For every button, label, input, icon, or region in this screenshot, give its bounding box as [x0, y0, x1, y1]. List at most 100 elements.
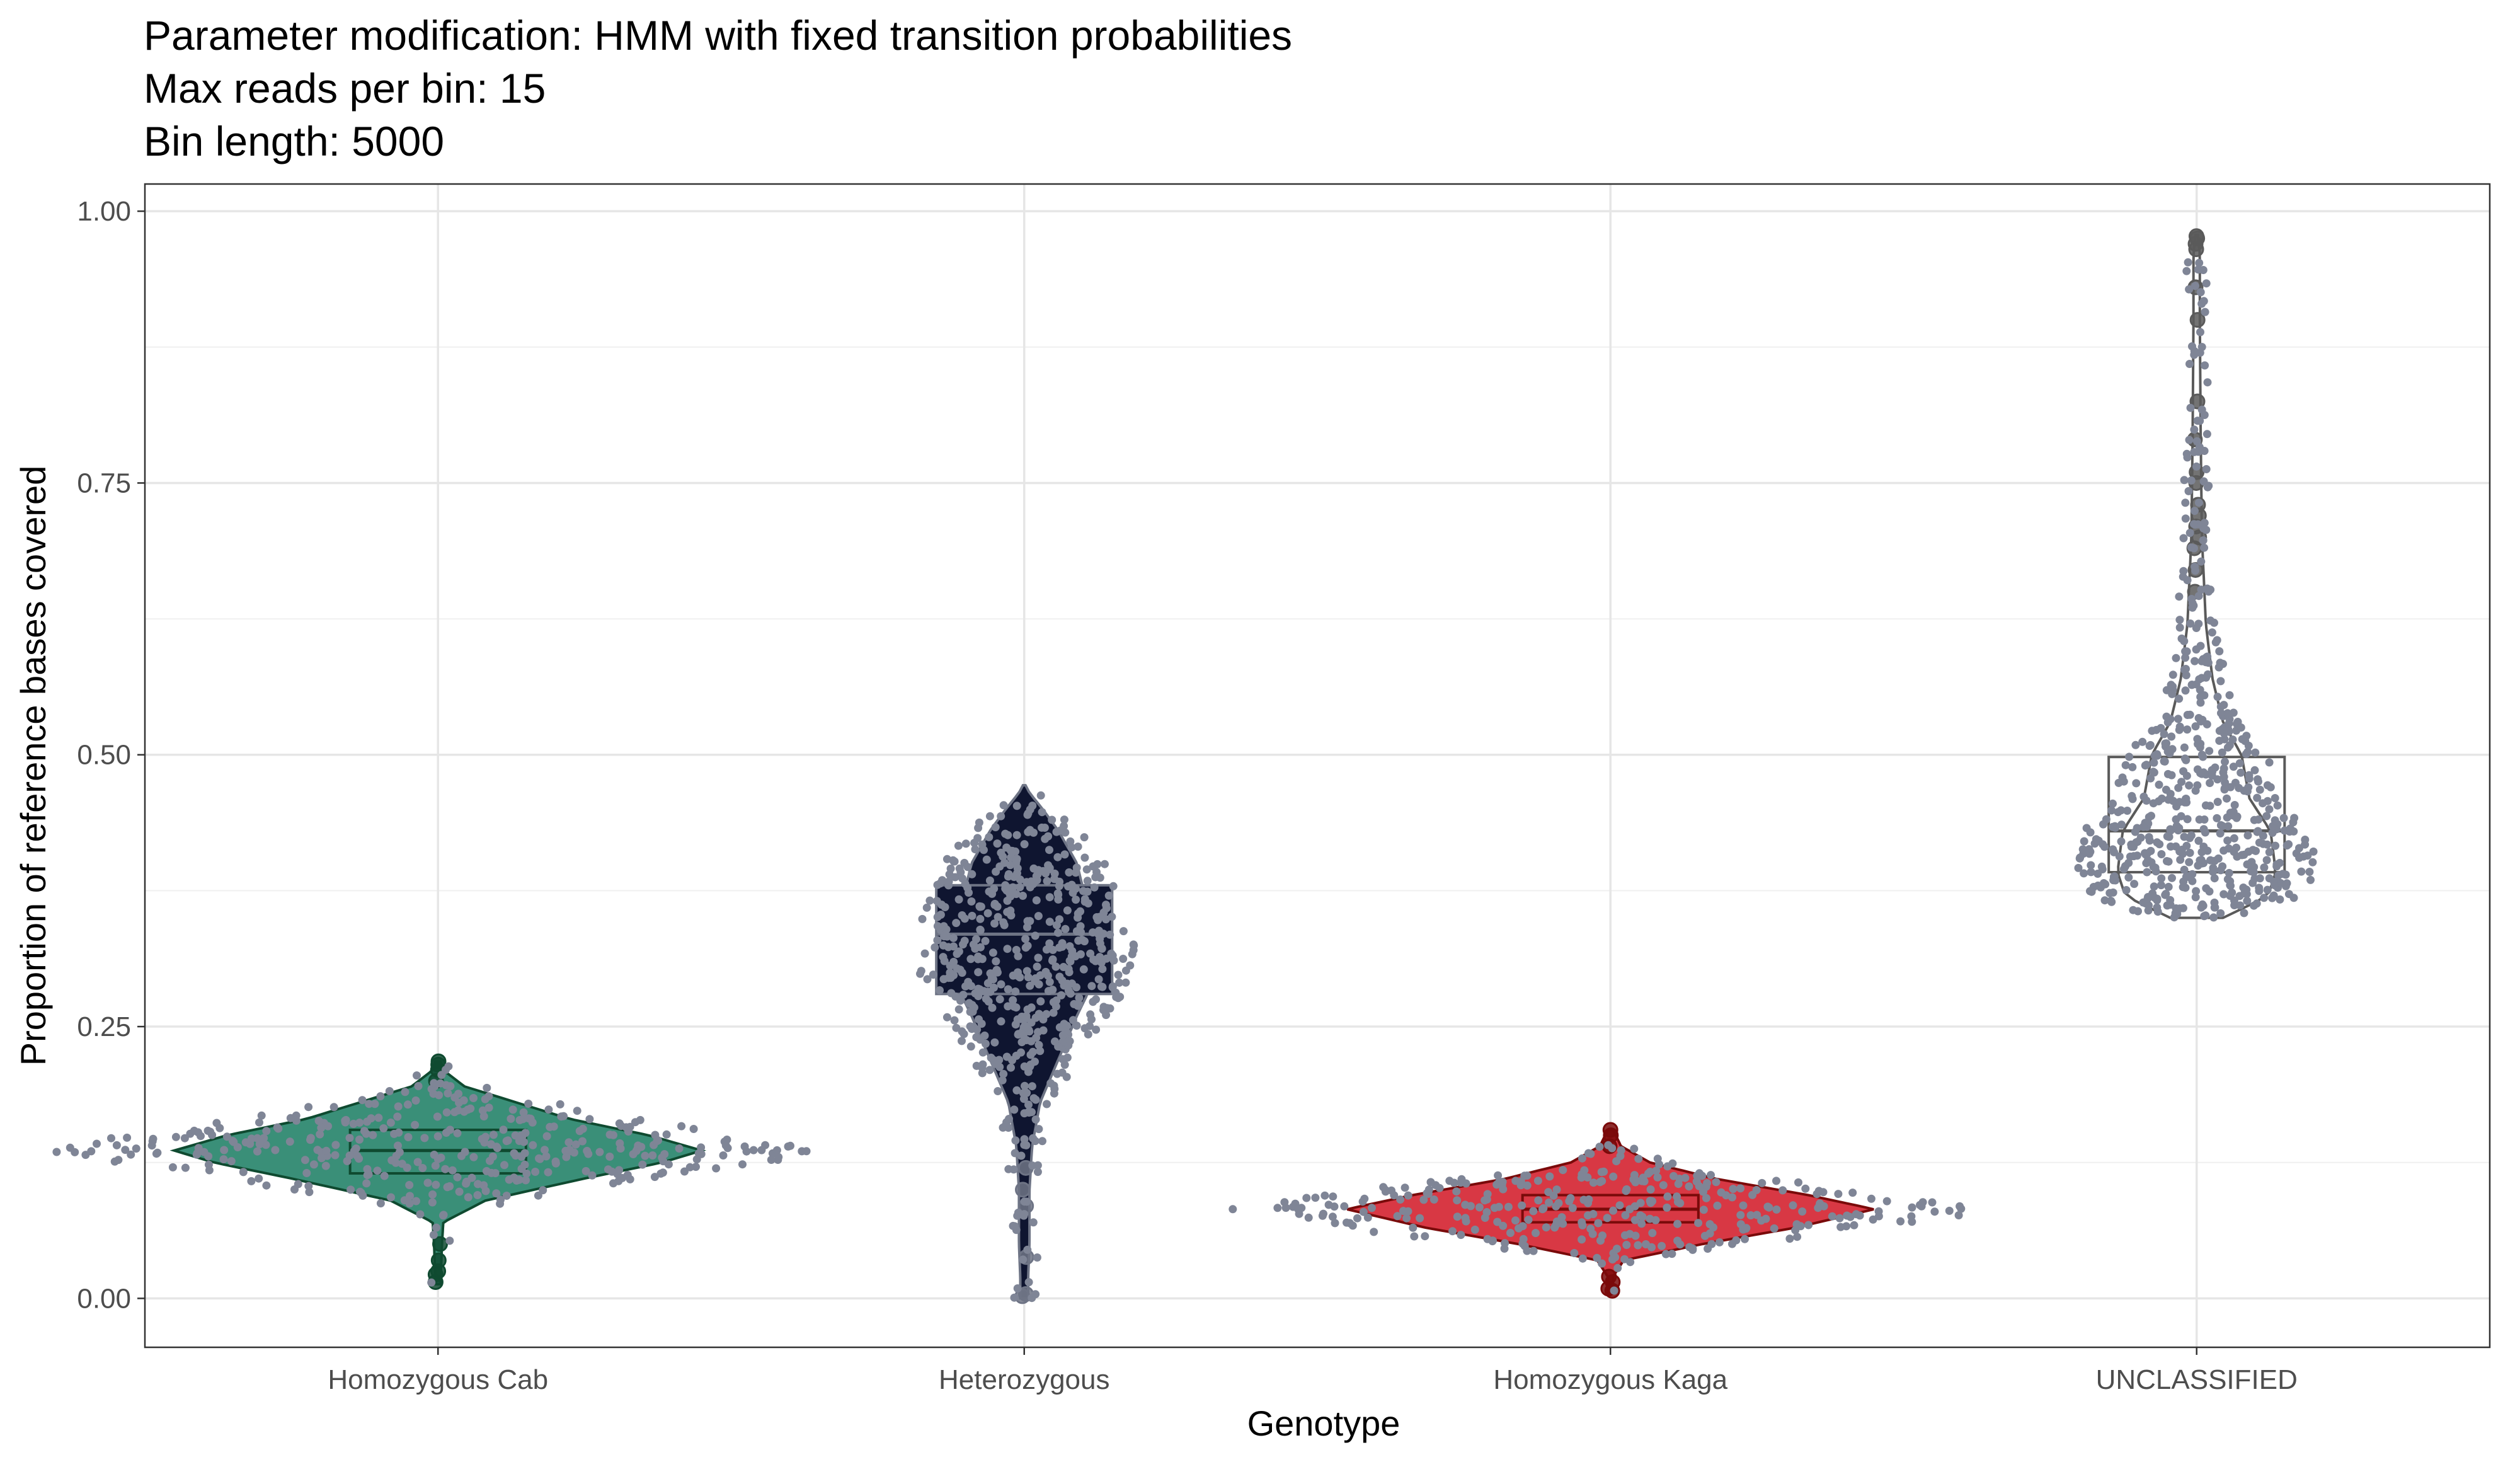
data-point [112, 1141, 121, 1149]
data-point [343, 1157, 352, 1165]
data-point [478, 1135, 486, 1143]
data-point [385, 1087, 394, 1095]
data-point [479, 1112, 488, 1120]
data-point [1736, 1184, 1745, 1193]
data-point [411, 1120, 420, 1129]
data-point [1094, 916, 1102, 924]
data-point [2167, 842, 2175, 851]
data-point [1699, 1206, 1708, 1214]
data-point [1012, 1051, 1021, 1060]
data-point [1791, 1226, 1800, 1235]
data-point [398, 1160, 406, 1168]
y-axis: 0.00 0.25 0.50 0.75 1.00 [77, 196, 145, 1314]
data-point [515, 1115, 524, 1124]
data-point [1011, 987, 1020, 996]
data-point [1119, 955, 1128, 963]
data-point [2182, 647, 2191, 656]
data-point [1016, 875, 1024, 884]
data-point [641, 1151, 650, 1160]
data-point [2279, 870, 2287, 878]
data-point [976, 914, 985, 923]
data-point [1363, 1213, 1372, 1222]
data-point [975, 985, 984, 994]
data-point [975, 902, 984, 911]
data-point [2192, 462, 2201, 471]
data-point [2145, 836, 2154, 845]
data-point [416, 1210, 425, 1219]
data-point [271, 1146, 280, 1154]
data-point [994, 912, 1002, 921]
data-point [1340, 1202, 1349, 1211]
data-point [2185, 435, 2194, 444]
data-point [1000, 921, 1009, 930]
data-point [2255, 785, 2264, 794]
data-point [1511, 1216, 1520, 1225]
data-point [1026, 805, 1034, 814]
data-point [2260, 894, 2269, 902]
data-point [2289, 818, 2298, 827]
data-point [2213, 798, 2222, 806]
data-point [987, 1054, 995, 1062]
data-point [2182, 267, 2191, 275]
data-point [2074, 863, 2083, 872]
data-point [1019, 1030, 1028, 1039]
data-point [1663, 1162, 1672, 1171]
data-point [1012, 946, 1021, 954]
data-point [1273, 1204, 1282, 1212]
data-point [2101, 880, 2110, 889]
data-point [1126, 961, 1135, 970]
data-point [985, 1066, 994, 1074]
data-point [1051, 1037, 1059, 1046]
data-point [636, 1115, 644, 1124]
data-point [1763, 1202, 1772, 1211]
data-point [992, 867, 1000, 876]
data-point [1353, 1214, 1361, 1223]
data-point [1416, 1214, 1424, 1223]
data-point [978, 840, 987, 849]
data-point [988, 1003, 997, 1012]
data-point [2115, 852, 2124, 861]
data-point [2219, 773, 2228, 781]
data-point [966, 1042, 975, 1051]
data-point [1523, 1171, 1532, 1180]
data-point [1625, 1229, 1634, 1238]
data-point [1092, 1025, 1101, 1034]
data-point [966, 1022, 975, 1031]
data-point [427, 1278, 436, 1287]
data-point [2163, 769, 2172, 778]
data-point [367, 1114, 375, 1123]
data-point [2232, 814, 2241, 822]
data-point [1695, 1169, 1704, 1178]
data-point [432, 1223, 441, 1232]
data-point [1634, 1154, 1643, 1163]
data-point [1728, 1240, 1736, 1248]
data-point [273, 1123, 282, 1132]
data-point [968, 870, 976, 878]
data-point [1060, 1020, 1068, 1028]
data-point [529, 1141, 537, 1149]
data-point [1062, 1073, 1071, 1081]
data-point [2181, 514, 2190, 523]
data-point [1021, 1022, 1029, 1030]
data-point [551, 1157, 560, 1166]
data-point [2148, 727, 2156, 735]
data-point [2195, 443, 2204, 452]
data-point [685, 1163, 694, 1171]
data-point [1758, 1178, 1767, 1187]
data-point [524, 1100, 533, 1108]
data-point [1578, 1154, 1586, 1163]
data-point [1034, 953, 1043, 962]
data-point [2199, 266, 2208, 274]
data-point [1646, 1199, 1655, 1207]
data-point [1529, 1207, 1538, 1216]
data-point [1346, 1219, 1354, 1228]
data-point [1578, 1235, 1586, 1244]
data-point [2180, 476, 2189, 485]
data-point [1461, 1200, 1470, 1209]
data-point [2149, 768, 2158, 776]
x-tick-label: Heterozygous [939, 1364, 1109, 1395]
data-point [1048, 955, 1057, 964]
data-point [1594, 1219, 1603, 1228]
data-point [262, 1181, 271, 1190]
data-point [1294, 1205, 1302, 1214]
